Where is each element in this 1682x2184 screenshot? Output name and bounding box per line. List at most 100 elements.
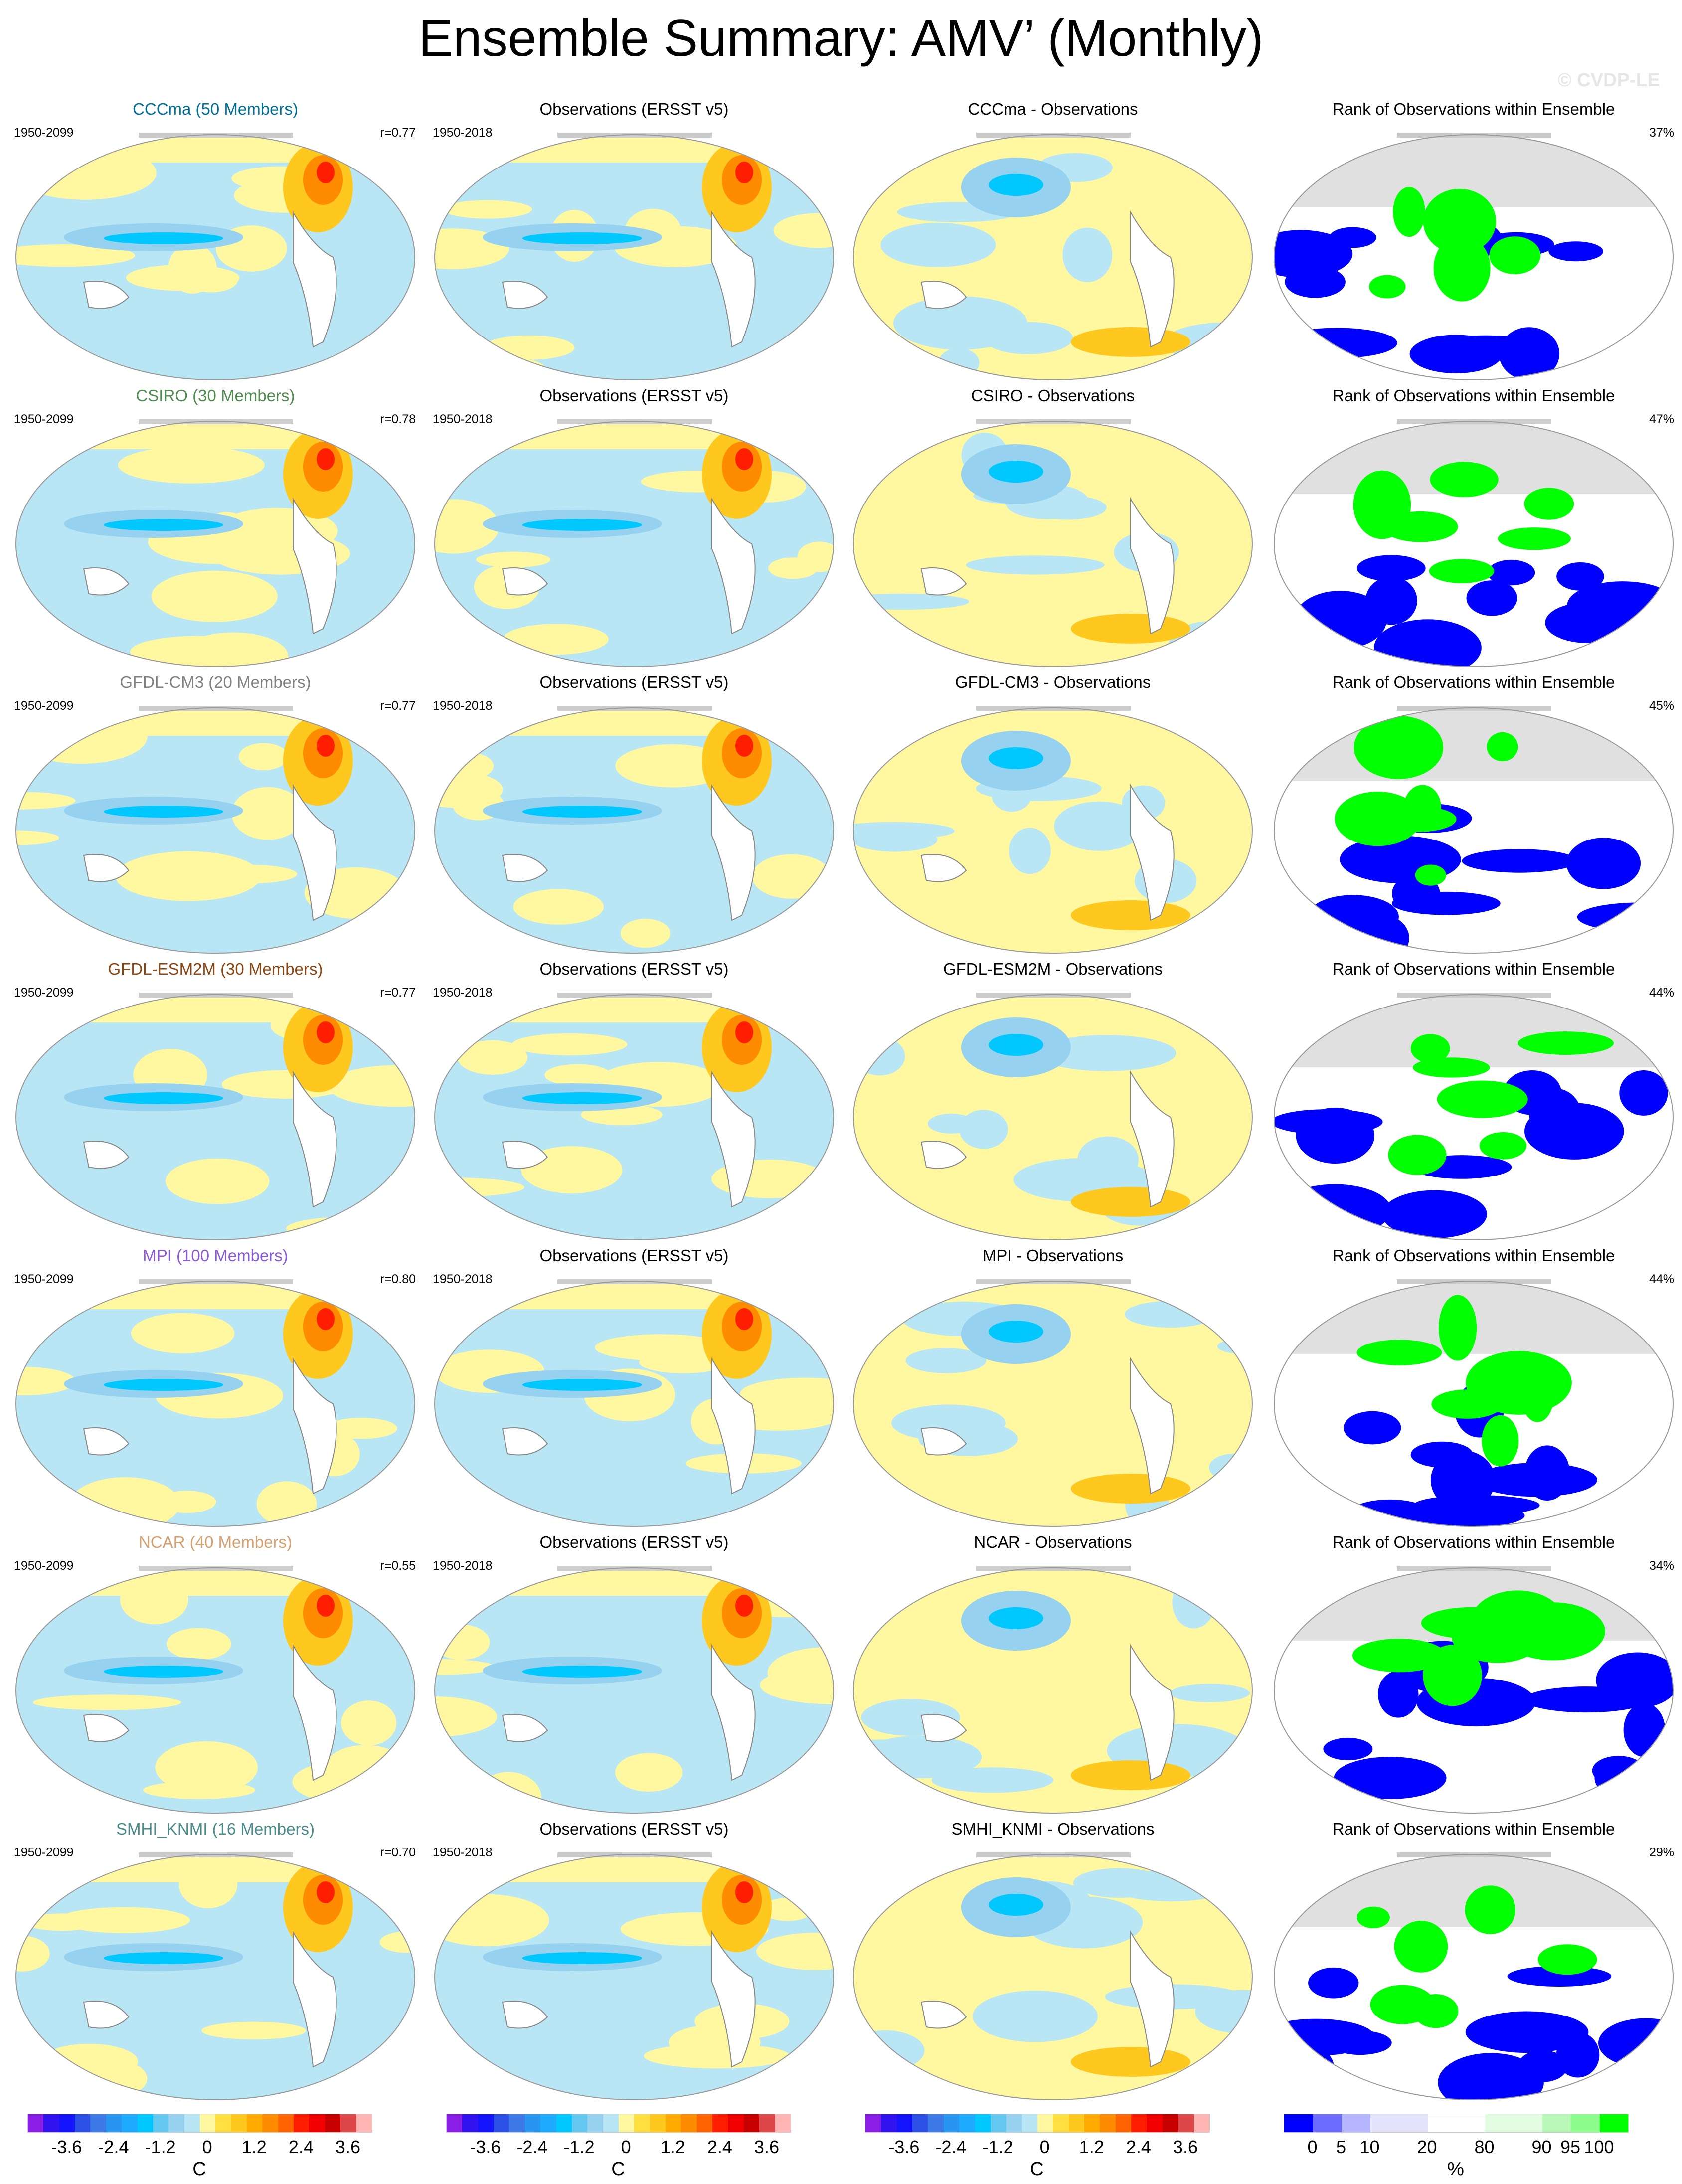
map-outline [15, 707, 415, 954]
correlation-label: r=0.70 [380, 1846, 416, 1859]
rank-low-region [1466, 580, 1517, 616]
sst-anomaly-region [33, 1694, 181, 1710]
colorbar-ticks: -3.6 -2.4 -1.2 0 1.2 2.4 3.6 [865, 2137, 1209, 2162]
rank-low-region [1296, 1107, 1375, 1164]
panel-title: Rank of Observations within Ensemble [1332, 960, 1615, 978]
land-americas [1130, 497, 1175, 635]
map-obs [434, 419, 834, 667]
panel-title: GFDL-CM3 - Observations [955, 673, 1151, 691]
land-americas [711, 784, 756, 921]
north-pacific-difference-core [989, 1034, 1043, 1056]
colorbar-tick-label: -1.2 [563, 2137, 595, 2157]
sst-anomaly-region [740, 1377, 834, 1410]
north-pacific-difference-core [989, 1321, 1043, 1343]
rank-high-region [1356, 1340, 1442, 1365]
pacific-cold-core [104, 1092, 223, 1104]
map-obs [434, 1566, 834, 1814]
land-americas [1130, 1644, 1175, 1781]
map-outline [853, 1854, 1253, 2100]
colorbar-segment [571, 2114, 588, 2132]
period-label: 1950-2099 [14, 126, 74, 140]
sst-anomaly-region [24, 1913, 99, 1931]
sst-anomaly-region [938, 348, 980, 378]
sst-anomaly-region [760, 1666, 834, 1704]
map-outline [1274, 1281, 1674, 1527]
panel-title: Observations (ERSST v5) [539, 100, 729, 118]
period-label: 1950-2018 [433, 1846, 493, 1859]
colorbar-segment [1115, 2114, 1132, 2132]
panel-title: Observations (ERSST v5) [539, 1533, 729, 1551]
north-pacific-difference-core [989, 1607, 1043, 1629]
sst-anomaly-region [620, 919, 671, 948]
map-diff [853, 706, 1253, 954]
sst-anomaly-region [42, 2055, 148, 2100]
map-outline [853, 421, 1253, 667]
map-outline [434, 1567, 834, 1814]
rank-percent: 47% [1649, 412, 1674, 426]
rank-low-region [1365, 576, 1417, 625]
sst-anomaly-region [16, 830, 59, 845]
period-label: 1950-2099 [14, 412, 74, 426]
sst-anomaly-region [155, 1741, 258, 1794]
map-model [15, 419, 415, 667]
land-australia [920, 281, 967, 309]
land-australia [502, 281, 548, 309]
map-obs [434, 1852, 834, 2100]
panel-title: NCAR (40 Members) [138, 1533, 293, 1551]
rank-high-region [1429, 559, 1495, 583]
panel-title: Observations (ERSST v5) [539, 386, 729, 405]
map-obs [434, 706, 834, 954]
panel-rank: Rank of Observations within Ensemble 29% [1264, 1820, 1682, 2106]
north-atlantic-max [735, 1595, 753, 1617]
map-rank [1274, 706, 1674, 954]
colorbar [865, 2114, 1210, 2133]
map-rank [1274, 1279, 1674, 1527]
land-australia [83, 567, 130, 596]
colorbar-tick-label: 0 [202, 2137, 212, 2157]
rank-low-region [1566, 838, 1641, 889]
sst-anomaly-region [118, 446, 265, 484]
map-diff [853, 1852, 1253, 2100]
sst-anomaly-region [1062, 227, 1113, 282]
colorbar-ticks: -3.6 -2.4 -1.2 0 1.2 2.4 3.6 [446, 2137, 790, 2162]
rank-high-region [1370, 1985, 1435, 2024]
rank-high-region [1466, 1350, 1572, 1415]
rank-low-region [1410, 1441, 1473, 1468]
rank-high-region [1356, 1906, 1390, 1929]
colorbar-segment [759, 2114, 775, 2132]
panel-title: GFDL-ESM2M - Observations [943, 960, 1163, 978]
panel-obs: Observations (ERSST v5) 1950-2018 [425, 960, 843, 1246]
period-label: 1950-2099 [14, 699, 74, 713]
pacific-cold-core [104, 1666, 223, 1678]
map-diff [853, 419, 1253, 667]
correlation-label: r=0.78 [380, 412, 416, 426]
colorbar-tick-label: -3.6 [51, 2137, 82, 2157]
map-rank [1274, 1566, 1674, 1814]
sst-anomaly-region [756, 1932, 834, 1970]
colorbar-segment [696, 2114, 713, 2132]
colorbar-segment [494, 2114, 509, 2132]
map-outline [434, 134, 834, 380]
sst-anomaly-region [201, 2021, 306, 2040]
panel-title: Rank of Observations within Ensemble [1332, 100, 1615, 118]
map-outline [15, 134, 415, 380]
panel-title: Observations (ERSST v5) [539, 1820, 729, 1838]
colorbar-segment [1006, 2114, 1022, 2132]
colorbar [446, 2114, 791, 2133]
colorbar-tick-label: 100 [1584, 2137, 1614, 2157]
rank-low-region [1517, 2050, 1568, 2082]
panel-title: GFDL-ESM2M (30 Members) [108, 960, 323, 978]
panel-obs: Observations (ERSST v5) 1950-2018 [425, 1533, 843, 1820]
colorbar-segment [462, 2114, 478, 2132]
colorbar-tick-label: 2.4 [288, 2137, 314, 2157]
colorbar-segment [743, 2114, 760, 2132]
sst-anomaly-region [435, 228, 509, 270]
sst-anomaly-region [179, 1860, 238, 1909]
land-australia [920, 1427, 967, 1456]
map-outline [853, 1567, 1253, 1814]
pacific-cold-core [522, 1092, 642, 1104]
land-australia [83, 854, 130, 882]
colorbar-segment [587, 2114, 603, 2132]
period-label: 1950-2018 [433, 1559, 493, 1573]
